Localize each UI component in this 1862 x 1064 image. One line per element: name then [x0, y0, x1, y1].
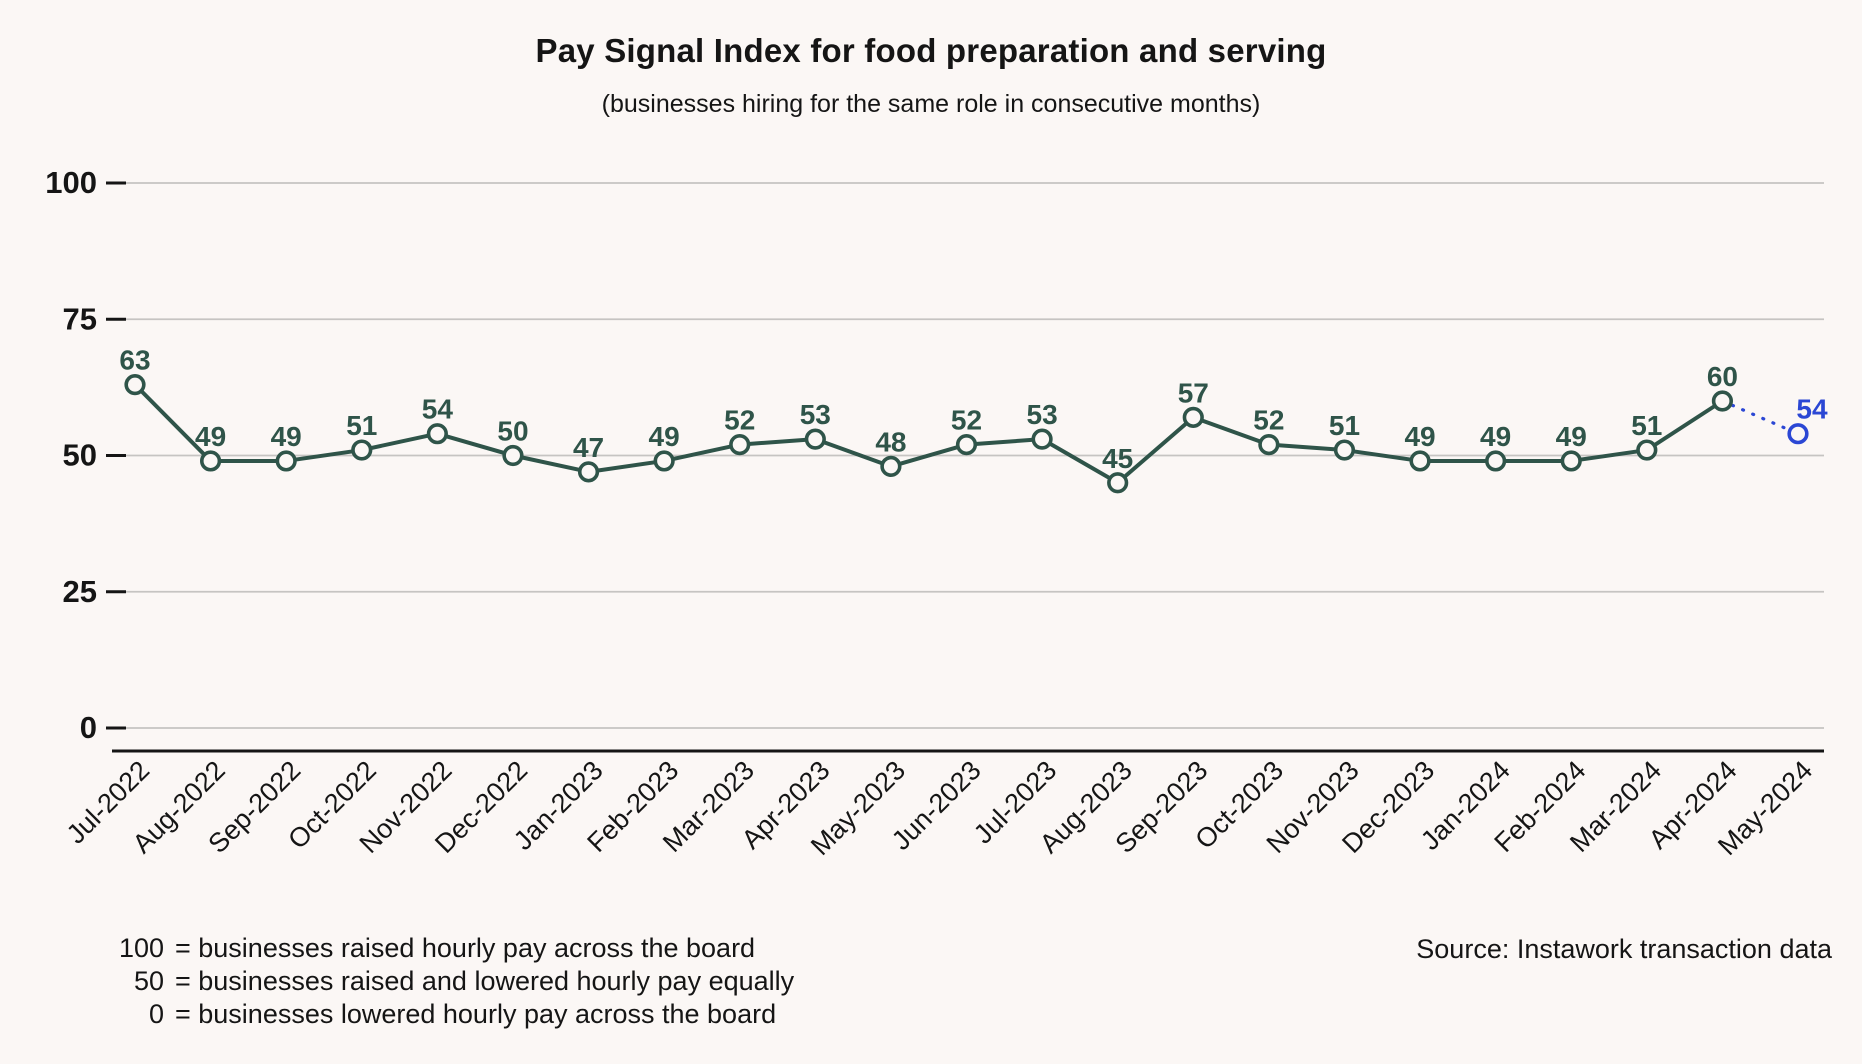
- data-point-marker: [880, 455, 902, 478]
- data-point-label: 51: [1631, 410, 1662, 441]
- data-point-marker: [955, 434, 978, 456]
- data-point-marker: [1409, 450, 1431, 472]
- data-point-marker: [1258, 434, 1280, 456]
- data-point-label: 47: [573, 432, 604, 463]
- data-point-marker: [1182, 406, 1204, 428]
- data-point-marker: [124, 374, 146, 396]
- data-point-label: 54: [422, 394, 454, 425]
- data-point-marker: [502, 444, 524, 467]
- data-point-label: 53: [800, 399, 831, 430]
- note-row-50: 50 = businesses raised and lowered hourl…: [104, 965, 794, 998]
- data-point-label: 50: [497, 416, 528, 447]
- data-point-label: 45: [1102, 443, 1133, 474]
- provisional-point-marker: [1787, 423, 1809, 445]
- data-point-label: 60: [1707, 361, 1738, 392]
- series-line: [133, 382, 1725, 485]
- data-point-label: 48: [875, 426, 906, 457]
- data-point-marker: [199, 450, 222, 472]
- data-point-label: 49: [649, 421, 680, 452]
- y-tick-label: 0: [80, 710, 97, 745]
- data-point-marker: [1560, 450, 1582, 472]
- note-value: 0: [148, 999, 164, 1029]
- provisional-dotted-segment: [1720, 399, 1800, 436]
- index-scale-notes: 100 = businesses raised hourly pay acros…: [104, 932, 794, 1031]
- data-point-marker: [1333, 439, 1356, 461]
- data-point-label: 53: [1027, 399, 1058, 430]
- data-point-marker: [1107, 472, 1129, 494]
- note-row-100: 100 = businesses raised hourly pay acros…: [104, 932, 794, 965]
- chart-subtitle: (businesses hiring for the same role in …: [601, 90, 1261, 118]
- provisional-point-label: 54: [1796, 394, 1828, 425]
- y-tick-label: 25: [63, 574, 97, 609]
- data-point-marker: [1031, 428, 1053, 450]
- y-tick-label: 50: [63, 438, 97, 473]
- chart-title: Pay Signal Index for food preparation an…: [535, 32, 1327, 69]
- y-tick-label: 100: [45, 165, 97, 200]
- data-point-label: 52: [724, 405, 755, 436]
- source-attribution: Source: Instawork transaction data: [1416, 934, 1832, 964]
- chart-svg: 0255075100Jul-2022Aug-2022Sep-2022Oct-20…: [45, 165, 1828, 861]
- data-point-label: 49: [271, 421, 302, 452]
- note-text: = businesses raised and lowered hourly p…: [175, 966, 795, 996]
- data-point-label: 49: [1480, 421, 1511, 452]
- note-row-0: 0 = businesses lowered hourly pay across…: [104, 998, 794, 1031]
- data-point-marker: [1485, 450, 1507, 472]
- data-point-marker: [426, 423, 448, 445]
- data-point-label: 49: [1556, 421, 1587, 452]
- data-point-marker: [653, 450, 675, 472]
- data-point-label: 57: [1178, 377, 1209, 408]
- data-point-label: 51: [346, 410, 377, 441]
- note-text: = businesses raised hourly pay across th…: [175, 933, 756, 963]
- note-value: 100: [118, 933, 164, 963]
- data-point-marker: [729, 434, 751, 456]
- data-point-label: 63: [119, 345, 150, 376]
- data-point-marker: [1711, 390, 1734, 412]
- data-point-marker: [351, 439, 373, 461]
- data-point-marker: [275, 450, 297, 472]
- data-point-marker: [804, 428, 826, 450]
- data-point-label: 52: [951, 405, 982, 436]
- data-point-label: 49: [1404, 421, 1435, 452]
- data-point-marker: [577, 461, 600, 483]
- note-text: = businesses lowered hourly pay across t…: [175, 999, 777, 1029]
- data-point-label: 49: [195, 421, 226, 452]
- note-value: 50: [133, 966, 164, 996]
- data-point-marker: [1636, 439, 1658, 461]
- data-point-label: 51: [1329, 410, 1360, 441]
- y-tick-label: 75: [63, 301, 97, 336]
- data-point-label: 52: [1253, 405, 1284, 436]
